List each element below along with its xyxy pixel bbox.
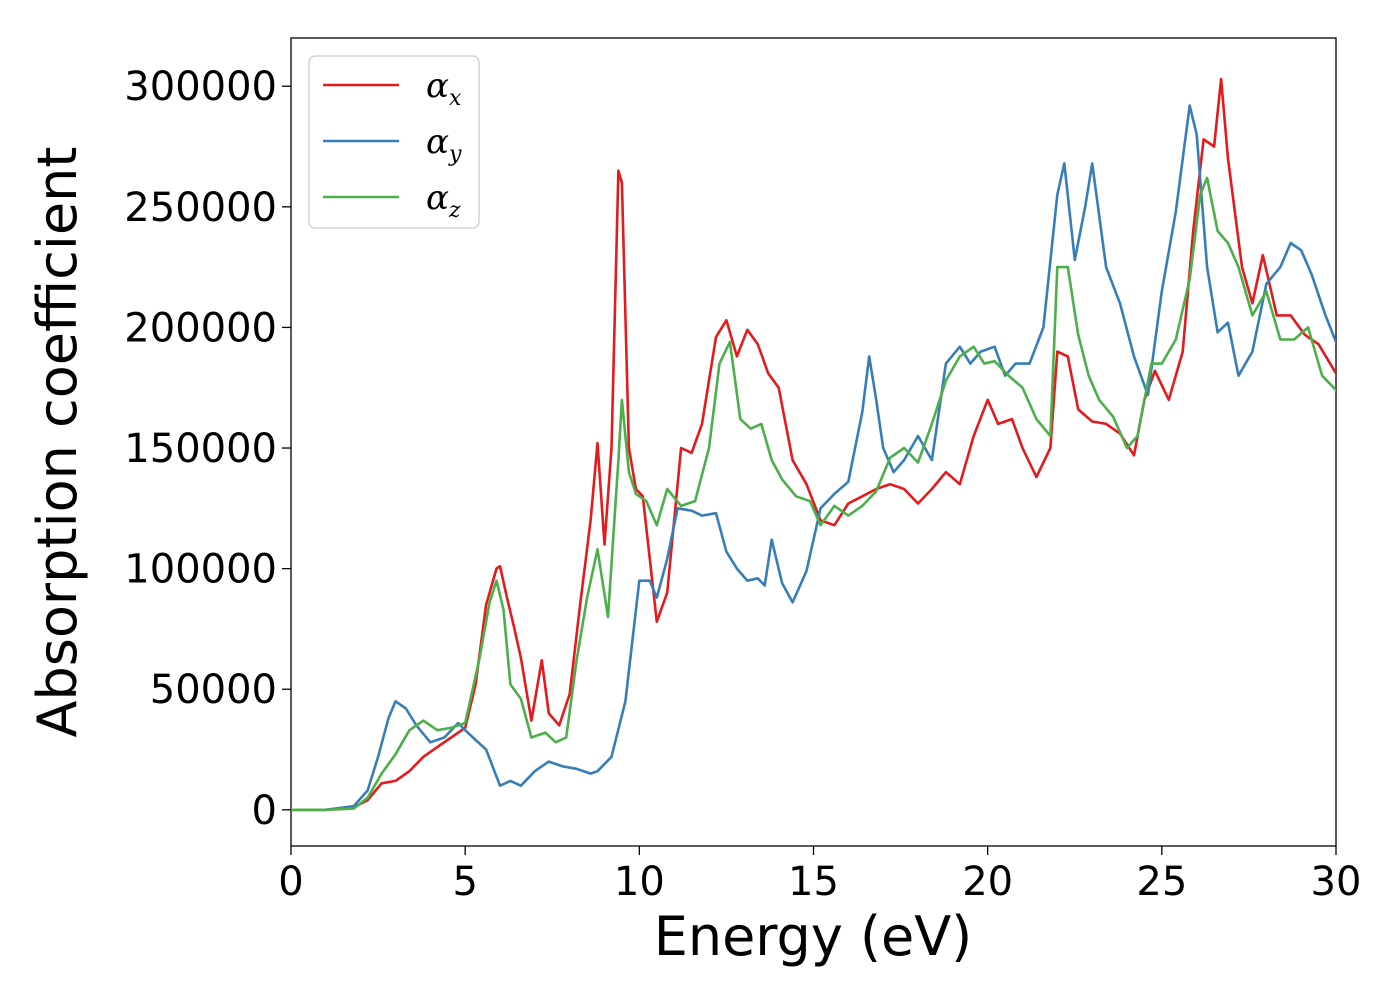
series-lines <box>291 77 1336 812</box>
y-axis-ticks: 0 50000 100000 150000 200000 250000 300000 <box>124 64 291 834</box>
x-axis-title: Energy (eV) <box>654 905 973 968</box>
series-line-α-y <box>291 104 1336 812</box>
x-axis-ticks: 0 5 10 15 20 25 30 <box>278 846 1361 905</box>
series-line-α-z <box>291 176 1336 812</box>
x-tick-label: 25 <box>1136 859 1187 905</box>
y-tick-label: 100000 <box>124 547 277 593</box>
y-axis-title: Absorption coefficient <box>26 147 89 738</box>
x-tick-label: 0 <box>278 859 303 905</box>
y-tick-label: 200000 <box>124 305 277 351</box>
y-tick-label: 0 <box>252 788 277 834</box>
x-tick-label: 20 <box>962 859 1013 905</box>
series-line-α-x <box>291 77 1336 812</box>
y-tick-label: 300000 <box>124 64 277 110</box>
x-tick-label: 5 <box>452 859 477 905</box>
x-tick-label: 10 <box>614 859 665 905</box>
y-tick-label: 250000 <box>124 185 277 231</box>
y-tick-label: 50000 <box>150 667 277 713</box>
x-tick-label: 15 <box>788 859 839 905</box>
x-tick-label: 30 <box>1311 859 1362 905</box>
y-tick-label: 150000 <box>124 426 277 472</box>
legend-label: αz <box>426 178 461 223</box>
